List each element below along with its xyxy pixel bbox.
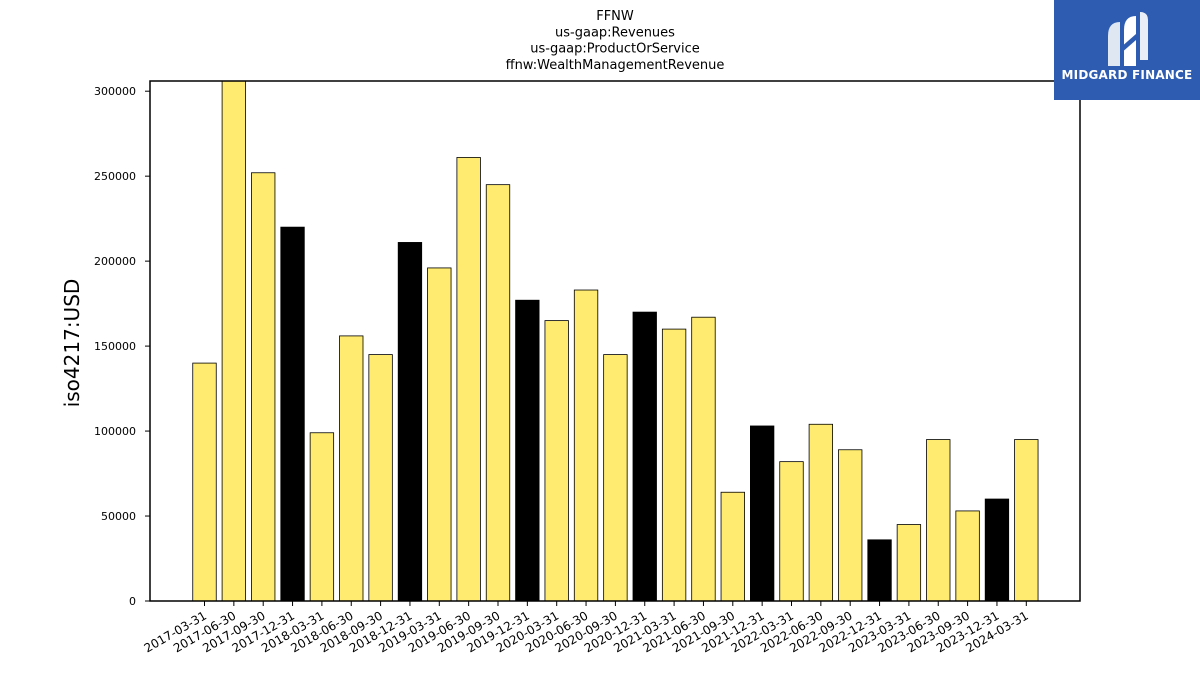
bar bbox=[1014, 439, 1039, 602]
bar bbox=[691, 316, 716, 602]
bar bbox=[456, 157, 481, 602]
y-tick-label: 250000 bbox=[94, 170, 136, 183]
bar bbox=[838, 449, 863, 602]
bar bbox=[661, 328, 687, 602]
bar bbox=[896, 524, 922, 602]
y-tick-label: 150000 bbox=[94, 340, 136, 353]
y-tick-label: 0 bbox=[129, 595, 136, 608]
bar bbox=[368, 354, 393, 602]
title-line: us-gaap:ProductOrService bbox=[530, 42, 700, 57]
bar bbox=[221, 80, 247, 602]
y-tick-label: 200000 bbox=[94, 255, 136, 268]
bar bbox=[984, 498, 1010, 602]
bar bbox=[808, 423, 833, 602]
bar bbox=[339, 335, 364, 602]
bar bbox=[515, 299, 540, 602]
logo-text: MIDGARD FINANCE bbox=[1061, 68, 1193, 82]
bar bbox=[926, 439, 951, 602]
bar bbox=[603, 354, 628, 602]
bar bbox=[955, 510, 980, 602]
bar bbox=[192, 362, 217, 602]
bar bbox=[485, 184, 511, 602]
bar bbox=[280, 226, 305, 602]
bar bbox=[397, 242, 423, 602]
bar bbox=[573, 289, 599, 602]
bars bbox=[192, 80, 1039, 602]
y-tick-label: 50000 bbox=[101, 510, 136, 523]
bar bbox=[867, 539, 892, 602]
plot-frame bbox=[149, 80, 1081, 602]
bar bbox=[544, 320, 569, 602]
bar bbox=[720, 491, 745, 602]
bar bbox=[251, 172, 276, 602]
y-tick-label: 300000 bbox=[94, 85, 136, 98]
y-axis: 0 50000 100000 150000 200000 250000 300000 bbox=[94, 85, 150, 608]
title-line: FFNW bbox=[596, 9, 634, 24]
bar bbox=[427, 267, 452, 602]
title-line: us-gaap:Revenues bbox=[555, 25, 675, 40]
y-axis-label: iso4217:USD bbox=[60, 279, 84, 408]
bar bbox=[779, 461, 804, 602]
y-tick-label: 100000 bbox=[94, 425, 136, 438]
bar bbox=[750, 425, 775, 602]
title-line: ffnw:WealthManagementRevenue bbox=[506, 58, 725, 73]
x-axis: 2017-03-312017-06-302017-09-302017-12-31… bbox=[142, 601, 1031, 655]
bar bbox=[309, 432, 335, 602]
midgard-logo-mark-icon bbox=[1108, 12, 1148, 66]
midgard-finance-logo: MIDGARD FINANCE bbox=[1054, 0, 1200, 100]
bar bbox=[632, 311, 657, 602]
